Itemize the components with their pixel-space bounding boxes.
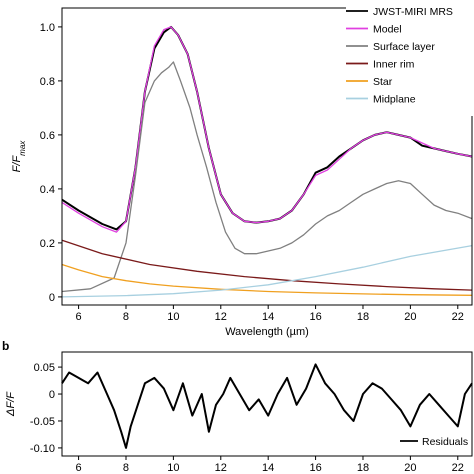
spectrum-panel: 6 8 10 12 14 16 18 20 22 0 0.2 0.4 0.6 0.8 1.0 Wavele… [11,2,474,338]
spectrum-x-tick-label: 16 [309,311,321,323]
spectrum-series-inner-rim [61,239,473,291]
residuals-x-tick-label: 16 [309,462,321,474]
spectrum-x-tick-label: 6 [76,311,82,323]
residuals-y-tick-label: 0 [49,389,55,401]
spectrum-y-tick-label: 1.0 [40,22,55,34]
residuals-legend-background [396,432,470,450]
spectrum-legend-label: Model [373,24,402,36]
residuals-x-tick-label: 8 [123,462,129,474]
spectrum-legend-label: JWST-MIRI MRS [373,6,453,18]
residuals-legend-label: Residuals [422,436,468,448]
panel-letter-b: b [2,339,9,353]
spectrum-y-tick-label: 0.4 [40,184,55,196]
spectrum-y-axis-label-main: F/F [11,155,23,173]
residuals-x-tick-label: 10 [167,462,179,474]
spectrum-x-tick-label: 8 [123,311,129,323]
spectrum-series-group [61,25,473,298]
residuals-x-tick-label: 14 [262,462,274,474]
spectrum-y-tick-label: 0.6 [40,130,55,142]
residuals-y-tick-label: -0.10 [30,443,55,455]
spectrum-series-surface-layer [61,61,473,293]
spectrum-series-model [61,26,473,233]
spectrum-y-tick-label: 0.8 [40,76,55,88]
spectrum-x-tick-label: 20 [404,311,416,323]
spectrum-legend-label: Inner rim [373,59,415,71]
spectrum-plot-frame [61,7,473,306]
spectrum-y-axis-label-sub: max [18,140,27,156]
residuals-y-axis-label: ΔF/F [5,391,17,417]
spectrum-x-tick-label: 22 [452,311,464,323]
spectrum-legend-label: Surface layer [373,41,435,53]
residuals-x-tick-label: 6 [76,462,82,474]
residuals-x-tick-label: 12 [215,462,227,474]
residuals-series-residuals [61,363,473,449]
spectrum-legend-background [346,2,474,116]
residuals-plot-frame [61,351,473,457]
residuals-y-ticks: -0.10 -0.05 0 0.05 [30,362,62,455]
spectrum-y-ticks: 0 0.2 0.4 0.6 0.8 1.0 [40,22,62,304]
residuals-legend: Residuals [396,432,470,450]
spectrum-y-tick-label: 0.2 [40,238,55,250]
spectrum-legend-label: Midplane [373,94,416,106]
spectrum-x-tick-label: 14 [262,311,274,323]
spectrum-x-tick-label: 12 [215,311,227,323]
spectrum-x-tick-label: 10 [167,311,179,323]
spectrum-x-ticks: 6 8 10 12 14 16 18 20 22 [76,305,464,323]
residuals-x-ticks: 6 8 10 12 14 16 18 20 22 [76,456,464,474]
spectrum-x-axis-label: Wavelength (µm) [225,326,309,338]
residuals-series-group [61,363,473,449]
residuals-x-tick-label: 20 [404,462,416,474]
residuals-y-tick-label: -0.05 [30,416,55,428]
spectrum-series-star [61,263,473,296]
residuals-x-tick-label: 22 [452,462,464,474]
residuals-x-tick-label: 18 [357,462,369,474]
spectrum-legend-label: Star [373,76,393,88]
spectrum-y-tick-label: 0 [49,292,55,304]
spectrum-y-axis-label: F/Fmax [11,140,27,173]
spectrum-legend: JWST-MIRI MRS Model Surface layer Inner rim… [346,2,474,116]
spectrum-series-midplane [61,244,473,298]
residuals-y-tick-label: 0.05 [34,362,55,374]
spectrum-x-tick-label: 18 [357,311,369,323]
